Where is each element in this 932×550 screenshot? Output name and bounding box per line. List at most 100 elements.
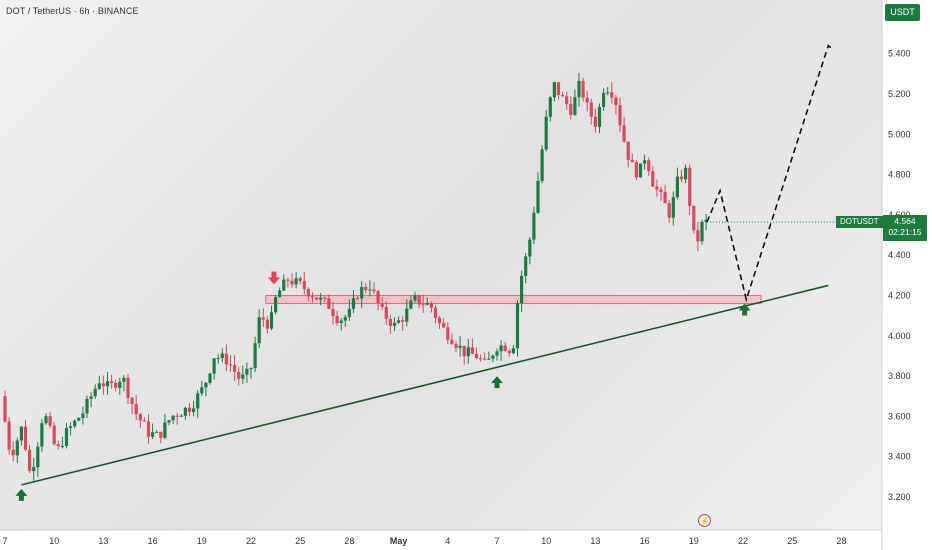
candle-body	[253, 343, 257, 369]
candle-body	[647, 160, 651, 172]
candle-body	[40, 423, 44, 447]
candle-body	[700, 221, 704, 242]
last-price: 4.564	[894, 216, 916, 226]
candle-body	[446, 327, 450, 340]
x-tick-label: 10	[49, 536, 59, 546]
candle-body	[466, 347, 470, 357]
lightning-circle-icon[interactable]: ⚡	[698, 514, 711, 527]
candle-body	[413, 295, 417, 301]
candle-body	[401, 320, 405, 322]
candle-body	[278, 290, 282, 298]
candle-body	[110, 381, 114, 383]
candle-body	[265, 319, 269, 329]
candle-body	[573, 97, 577, 115]
candle-body	[515, 303, 520, 349]
y-tick-label: 3.800	[888, 371, 911, 381]
candle-body	[368, 289, 372, 291]
candle-body	[81, 413, 85, 419]
candle-body	[429, 302, 433, 308]
candle-body	[179, 415, 183, 417]
x-tick-label: 22	[738, 536, 748, 546]
candle-body	[372, 289, 376, 292]
candle-body	[618, 105, 622, 126]
candle-body	[356, 298, 360, 300]
candle-body	[499, 345, 503, 352]
x-tick-label: 16	[148, 536, 158, 546]
x-tick-label: 19	[689, 536, 699, 546]
up-arrow-marker	[15, 488, 28, 501]
x-tick-label: 16	[640, 536, 650, 546]
y-tick-label: 5.400	[888, 49, 911, 59]
y-tick-label: 4.400	[888, 250, 911, 260]
candle-body	[388, 318, 392, 326]
candle-body	[675, 176, 679, 198]
x-tick-label: 13	[98, 536, 108, 546]
y-tick-label: 4.000	[888, 331, 911, 341]
candle-body	[77, 418, 81, 421]
down-arrow-marker	[267, 271, 280, 285]
x-tick-label: 10	[541, 536, 551, 546]
candle-body	[28, 449, 32, 472]
candle-body	[93, 388, 97, 397]
candle-body	[597, 107, 602, 127]
candle-body	[159, 431, 163, 438]
candle-body	[32, 467, 36, 472]
candle-body	[339, 320, 343, 324]
chart-area[interactable]	[0, 0, 882, 530]
candle-body	[643, 160, 647, 164]
last-price-badge: 4.564 02:21:15	[883, 215, 927, 241]
candle-body	[175, 415, 179, 417]
currency-badge[interactable]: USDT	[885, 4, 920, 21]
candle-body	[630, 159, 634, 163]
y-tick-label: 5.000	[888, 129, 911, 139]
candle-body	[196, 393, 200, 409]
candle-body	[274, 297, 278, 313]
candle-body	[233, 365, 237, 372]
candle-body	[323, 297, 327, 299]
candle-body	[335, 315, 339, 324]
candle-body	[462, 345, 466, 357]
candle-body	[220, 353, 224, 358]
candle-body	[684, 167, 688, 180]
y-tick-label: 5.200	[888, 89, 911, 99]
candle-body	[593, 116, 597, 127]
candle-body	[360, 287, 364, 299]
candle-body	[454, 344, 458, 348]
y-tick-label: 4.200	[888, 291, 911, 301]
resistance-zone	[265, 295, 762, 305]
candle-body	[667, 203, 671, 218]
candle-body	[19, 426, 23, 441]
candle-body	[565, 96, 569, 105]
candle-body	[479, 358, 483, 360]
candle-body	[577, 80, 581, 98]
candle-body	[520, 275, 524, 304]
candle-body	[187, 407, 192, 412]
candle-body	[73, 420, 77, 427]
candle-body	[511, 348, 515, 354]
candle-body	[655, 186, 659, 190]
candle-body	[302, 281, 306, 289]
candle-body	[585, 97, 589, 103]
y-tick-label: 3.600	[888, 411, 911, 421]
x-tick-label: 22	[246, 536, 256, 546]
candle-body	[163, 422, 167, 438]
candle-body	[298, 278, 302, 282]
x-tick-label: 7	[494, 536, 499, 546]
projection-path	[706, 44, 834, 303]
candle-body	[548, 97, 552, 117]
candle-body	[331, 308, 335, 316]
candle-body	[89, 396, 93, 399]
candle-body	[228, 364, 233, 366]
candle-body	[105, 381, 110, 387]
candle-body	[688, 167, 692, 206]
candle-body	[503, 345, 507, 351]
up-arrow-marker	[738, 303, 751, 316]
candle-body	[671, 197, 675, 218]
candle-body	[491, 355, 495, 359]
candle-body	[544, 116, 548, 150]
candle-body	[60, 445, 64, 447]
candle-body	[269, 312, 274, 329]
candle-body	[261, 317, 265, 320]
candle-body	[679, 176, 684, 180]
